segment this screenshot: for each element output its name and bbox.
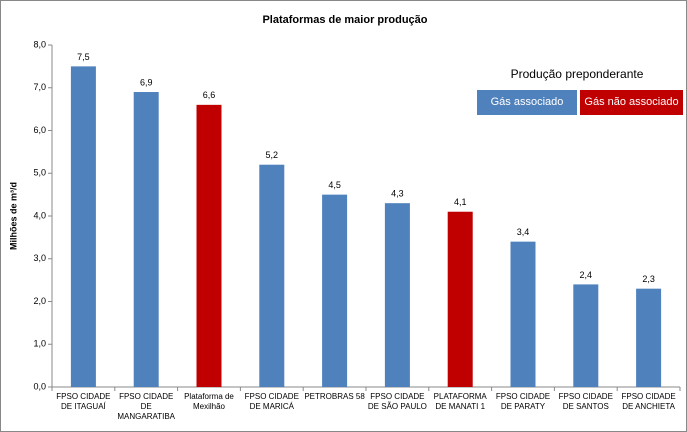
- bar: [636, 288, 662, 387]
- value-label: 7,5: [77, 52, 90, 62]
- y-tick-label: 0,0: [33, 381, 46, 391]
- bar: [447, 211, 473, 387]
- value-label: 4,5: [328, 180, 341, 190]
- legend-entry: Gás não associado: [580, 90, 683, 115]
- bar: [322, 194, 348, 387]
- bar: [510, 241, 536, 387]
- x-tick-label: FPSO CIDADE DE ITAGUAÍ: [56, 392, 111, 411]
- y-tick-label: 5,0: [33, 168, 46, 178]
- value-label: 3,4: [517, 227, 530, 237]
- y-tick-label: 4,0: [33, 210, 46, 220]
- value-label: 6,9: [140, 77, 153, 87]
- chart-title: Plataformas de maior produção: [262, 14, 427, 26]
- x-tick-label: FPSO CIDADE DE ANCHIETA: [621, 392, 676, 411]
- legend-entry: Gás associado: [477, 90, 577, 115]
- x-tick-label: FPSO CIDADE DE MANGARATIBA: [117, 392, 176, 421]
- value-label: 6,6: [203, 90, 216, 100]
- bar: [259, 164, 285, 387]
- value-label: 5,2: [266, 150, 279, 160]
- value-label: 2,4: [580, 270, 593, 280]
- x-tick-label: FPSO CIDADE DE PARATY: [495, 392, 551, 411]
- legend-title: Produção preponderante: [511, 67, 644, 81]
- value-label: 4,3: [391, 189, 404, 199]
- y-tick-label: 6,0: [33, 125, 46, 135]
- y-axis-label: Milhões de m³/d: [8, 182, 18, 250]
- bar: [196, 104, 222, 387]
- y-tick-label: 1,0: [33, 339, 46, 349]
- x-tick-label: FPSO CIDADE DE SÃO PAULO: [367, 392, 427, 411]
- value-label: 2,3: [642, 274, 655, 284]
- x-tick-label: Plataforma de Mexilhão: [184, 392, 234, 411]
- x-tick-label: FPSO CIDADE DE SANTOS: [558, 392, 613, 411]
- y-tick-label: 7,0: [33, 82, 46, 92]
- bar: [573, 284, 599, 387]
- x-tick-label: FPSO CIDADE DE MARICÁ: [244, 392, 299, 411]
- y-tick-label: 3,0: [33, 253, 46, 263]
- y-tick-label: 8,0: [33, 39, 46, 49]
- bar: [384, 203, 410, 387]
- bar: [70, 66, 96, 387]
- y-tick-label: 2,0: [33, 296, 46, 306]
- x-tick-label: PETROBRAS 58: [304, 392, 365, 401]
- bar: [133, 92, 159, 388]
- value-label: 4,1: [454, 197, 467, 207]
- x-tick-label: PLATAFORMA DE MANATI 1: [433, 392, 487, 411]
